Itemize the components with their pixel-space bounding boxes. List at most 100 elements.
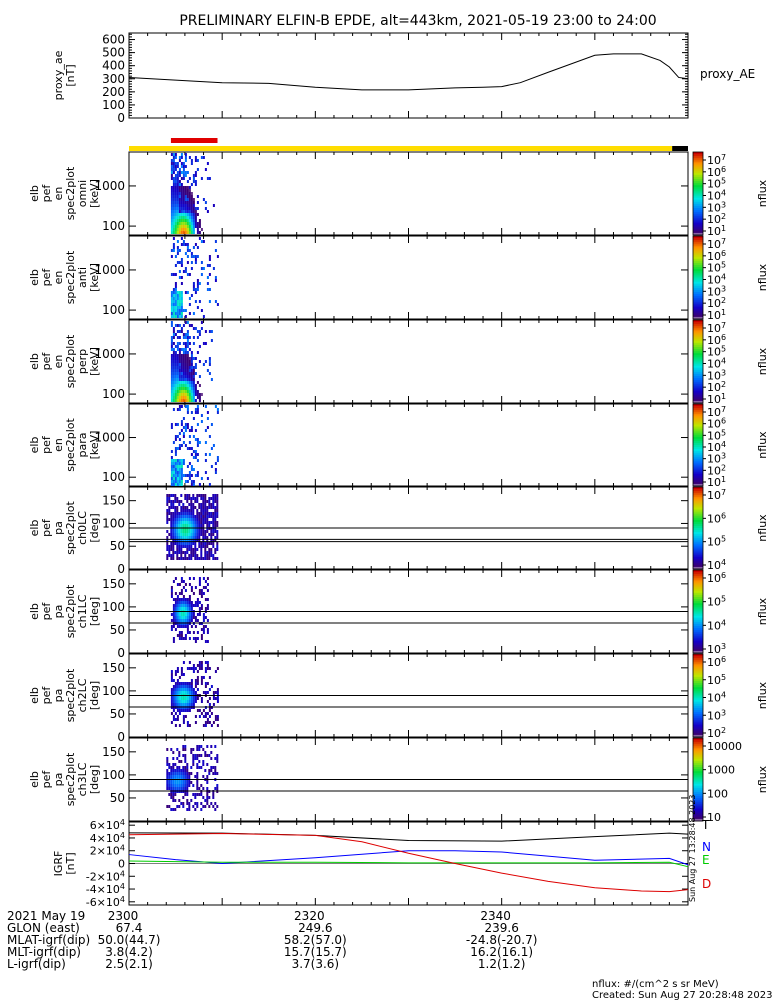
heatmap-cell-perp bbox=[186, 351, 189, 354]
heatmap-cell-omni bbox=[172, 204, 175, 207]
heatmap-cell-perp bbox=[186, 345, 189, 348]
heatmap-cell-ch0 bbox=[186, 515, 189, 518]
heatmap-cell-anti bbox=[180, 243, 183, 246]
heatmap-cell-para bbox=[172, 480, 175, 483]
heatmap-cell-ch1 bbox=[176, 607, 179, 610]
heatmap-cell-para bbox=[178, 474, 181, 477]
heatmap-cell-ch1 bbox=[178, 634, 181, 637]
colorbar-swatch bbox=[693, 214, 703, 217]
colorbar-swatch bbox=[693, 232, 703, 236]
heatmap-cell-ch0 bbox=[176, 512, 179, 515]
heatmap-cell-perp bbox=[186, 375, 189, 378]
colorbar-label: 107 bbox=[707, 237, 726, 251]
heatmap-cell-omni bbox=[188, 210, 191, 213]
colorbar-swatch bbox=[693, 357, 703, 360]
colorbar-swatch bbox=[693, 442, 703, 446]
colorbar-swatch bbox=[693, 519, 703, 523]
heatmap-cell-para bbox=[192, 468, 195, 471]
heatmap-cell-ch0 bbox=[168, 512, 171, 515]
heatmap-cell-omni bbox=[182, 198, 185, 201]
heatmap-cell-omni bbox=[180, 204, 183, 207]
heatmap-cell-perp bbox=[204, 342, 207, 345]
y-label-anti: elbpefenspec2plotanti[keV] bbox=[28, 250, 101, 304]
heatmap-cell-perp bbox=[180, 387, 183, 390]
colorbar-swatch bbox=[693, 265, 703, 268]
heatmap-cell-omni bbox=[170, 231, 173, 234]
heatmap-cell-ch0 bbox=[172, 518, 175, 521]
heatmap-cell-anti bbox=[194, 258, 197, 261]
heatmap-cell-perp bbox=[184, 390, 187, 393]
heatmap-cell-ch1 bbox=[180, 616, 183, 619]
heatmap-cell-ch0 bbox=[210, 497, 213, 500]
colorbar-label: 103 bbox=[707, 368, 726, 382]
heatmap-cell-ch1 bbox=[182, 598, 185, 601]
heatmap-cell-omni bbox=[170, 192, 173, 195]
heatmap-cell-ch1 bbox=[192, 577, 195, 580]
heatmap-cell-perp bbox=[180, 360, 183, 363]
heatmap-cell-ch3 bbox=[202, 748, 205, 751]
heatmap-cell-para bbox=[196, 405, 199, 408]
heatmap-cell-ch3 bbox=[178, 760, 181, 763]
heatmap-cell-omni bbox=[178, 231, 181, 234]
heatmap-cell-perp bbox=[188, 369, 191, 372]
heatmap-cell-ch0 bbox=[190, 548, 193, 551]
heatmap-cell-ch0 bbox=[204, 533, 207, 536]
heatmap-cell-perp bbox=[174, 360, 177, 363]
heatmap-cell-perp bbox=[178, 342, 181, 345]
heatmap-cell-ch0 bbox=[168, 554, 171, 557]
heatmap-cell-anti bbox=[172, 291, 175, 294]
colorbar-swatch bbox=[693, 459, 703, 462]
heatmap-cell-anti bbox=[180, 312, 183, 315]
heatmap-cell-ch3 bbox=[186, 766, 189, 769]
heatmap-cell-ch0 bbox=[172, 545, 175, 548]
heatmap-cell-perp bbox=[174, 372, 177, 375]
heatmap-cell-perp bbox=[182, 396, 185, 399]
colorbar-label: 105 bbox=[707, 261, 726, 275]
heatmap-cell-omni bbox=[170, 153, 173, 156]
colorbar-swatch bbox=[693, 428, 703, 432]
heatmap-cell-ch2 bbox=[214, 715, 217, 718]
heatmap-cell-ch1 bbox=[198, 580, 201, 583]
heatmap-cell-ch0 bbox=[172, 548, 175, 551]
y-label-igrf: IGRF[nT] bbox=[52, 851, 77, 877]
colorbar-label: 107 bbox=[707, 405, 726, 419]
heatmap-cell-ch3 bbox=[182, 754, 185, 757]
xaxis-row-label: 2021 May 19 bbox=[7, 909, 85, 923]
heatmap-cell-ch0 bbox=[168, 518, 171, 521]
colorbar-swatch bbox=[693, 228, 703, 232]
heatmap-cell-ch0 bbox=[194, 551, 197, 554]
colorbar-swatch bbox=[693, 546, 703, 549]
heatmap-cell-omni bbox=[170, 186, 173, 189]
heatmap-cell-ch0 bbox=[176, 521, 179, 524]
colorbar-swatch bbox=[693, 222, 703, 226]
heatmap-cell-ch0 bbox=[202, 518, 205, 521]
heatmap-cell-ch0 bbox=[180, 512, 183, 515]
heatmap-cell-ch3 bbox=[214, 802, 217, 805]
colorbar-swatch bbox=[693, 724, 703, 728]
heatmap-cell-omni bbox=[194, 156, 197, 159]
heatmap-cell-ch1 bbox=[178, 616, 181, 619]
heatmap-cell-perp bbox=[170, 360, 173, 363]
heatmap-cell-omni bbox=[206, 177, 209, 180]
heatmap-cell-para bbox=[196, 474, 199, 477]
heatmap-cell-ch2 bbox=[178, 676, 181, 679]
colorbar-swatch bbox=[693, 497, 703, 500]
heatmap-cell-para bbox=[182, 432, 185, 435]
heatmap-cell-anti bbox=[178, 303, 181, 306]
xaxis-row-value: 2320 bbox=[294, 909, 325, 923]
colorbar-swatch bbox=[693, 390, 703, 394]
heatmap-cell-ch3 bbox=[192, 757, 195, 760]
heatmap-cell-perp bbox=[176, 363, 179, 366]
colorbar-swatch bbox=[693, 283, 703, 287]
heatmap-cell-anti bbox=[176, 300, 179, 303]
colorbar-swatch bbox=[693, 672, 703, 676]
heatmap-cell-omni bbox=[174, 192, 177, 195]
colorbar-swatch bbox=[693, 726, 703, 730]
xaxis-row-value: 2.5(2.1) bbox=[105, 957, 153, 971]
heatmap-cell-omni bbox=[176, 174, 179, 177]
heatmap-cell-ch1 bbox=[204, 616, 207, 619]
colorbar-swatch bbox=[693, 493, 703, 496]
heatmap-cell-perp bbox=[192, 378, 195, 381]
